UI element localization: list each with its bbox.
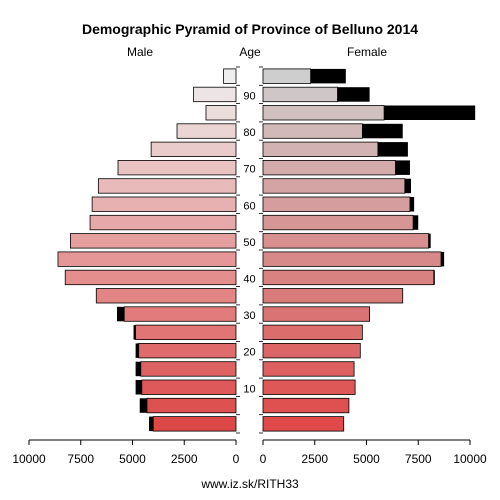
male-bar bbox=[141, 379, 237, 395]
male-bar bbox=[146, 397, 237, 414]
female-axis-tick-label: 2500 bbox=[301, 452, 328, 466]
female-excess-bar bbox=[384, 105, 476, 120]
female-bar bbox=[262, 306, 371, 322]
female-bar bbox=[262, 361, 355, 377]
male-bar bbox=[70, 233, 237, 249]
female-bar bbox=[262, 86, 338, 103]
female-header: Female bbox=[347, 45, 387, 59]
male-axis-tick-label: 0 bbox=[233, 452, 240, 466]
female-axis-tick-label: 5000 bbox=[353, 452, 380, 466]
female-bar bbox=[262, 141, 379, 158]
female-bar bbox=[262, 251, 442, 267]
female-bar bbox=[262, 397, 350, 414]
male-bar bbox=[205, 105, 237, 121]
age-tick-label: 50 bbox=[243, 237, 255, 249]
male-axis-tick-label: 10000 bbox=[12, 452, 46, 466]
female-bar bbox=[262, 288, 404, 304]
female-excess-bar bbox=[377, 142, 408, 157]
female-bar bbox=[262, 342, 361, 359]
male-excess-bar bbox=[135, 380, 142, 395]
x-axis-female: 0 2500 5000 7500 10000 bbox=[260, 439, 487, 466]
female-bar bbox=[262, 196, 411, 212]
female-bar bbox=[262, 416, 345, 432]
male-axis-tick-label: 5000 bbox=[119, 452, 146, 466]
male-bar bbox=[123, 306, 237, 322]
female-bar bbox=[262, 178, 406, 194]
male-excess-bar bbox=[135, 343, 139, 358]
female-bar bbox=[262, 159, 396, 176]
female-excess-bar bbox=[395, 160, 410, 175]
female-bar bbox=[262, 379, 356, 395]
age-tick-label: 30 bbox=[243, 310, 255, 322]
male-excess-bar bbox=[133, 325, 136, 340]
male-bar bbox=[138, 342, 237, 359]
male-bar bbox=[152, 416, 237, 432]
male-bar bbox=[89, 214, 237, 231]
female-excess-bar bbox=[404, 178, 412, 194]
female-excess-bar bbox=[337, 87, 370, 102]
female-bar bbox=[262, 123, 363, 139]
male-bar bbox=[223, 68, 237, 84]
female-bar bbox=[262, 324, 363, 341]
age-tick-label: 90 bbox=[243, 90, 255, 102]
female-bar bbox=[262, 233, 430, 249]
age-header: Age bbox=[239, 45, 261, 59]
female-axis-tick-label: 10000 bbox=[453, 452, 487, 466]
female-excess-bar bbox=[310, 68, 346, 84]
female-excess-bar bbox=[441, 251, 445, 267]
age-tick-label: 40 bbox=[243, 273, 255, 285]
male-bar bbox=[140, 361, 237, 377]
male-bar bbox=[91, 196, 237, 212]
male-excess-bar bbox=[135, 361, 141, 377]
female-excess-bar bbox=[409, 197, 415, 212]
footer-url: www.iz.sk/RITH33 bbox=[200, 477, 299, 491]
female-axis-tick-label: 0 bbox=[260, 452, 267, 466]
female-excess-bar bbox=[362, 123, 403, 139]
age-tick-label: 80 bbox=[243, 127, 255, 139]
x-axis-male: 0 2500 5000 7500 10000 bbox=[12, 439, 240, 466]
age-tick-label: 70 bbox=[243, 164, 255, 176]
female-bar bbox=[262, 68, 312, 84]
female-bar bbox=[262, 105, 385, 121]
age-tick-label: 10 bbox=[243, 383, 255, 395]
male-bar bbox=[64, 269, 237, 286]
female-bar bbox=[262, 269, 435, 286]
male-axis-tick-label: 2500 bbox=[171, 452, 198, 466]
male-bar bbox=[193, 86, 237, 103]
female-bars bbox=[262, 68, 476, 432]
female-bar bbox=[262, 214, 414, 231]
male-axis-tick-label: 7500 bbox=[67, 452, 94, 466]
female-axis-tick-label: 7500 bbox=[405, 452, 432, 466]
age-axis: 10 20 30 40 50 60 70 80 90 bbox=[236, 66, 263, 434]
male-bar bbox=[97, 178, 237, 194]
male-bar bbox=[95, 288, 237, 304]
male-bar bbox=[150, 141, 237, 158]
female-excess-bar bbox=[428, 233, 431, 249]
male-bar bbox=[117, 159, 237, 176]
male-header: Male bbox=[127, 45, 153, 59]
female-excess-bar bbox=[413, 215, 419, 230]
male-bar bbox=[57, 251, 237, 267]
male-bar bbox=[135, 324, 237, 341]
male-bars bbox=[57, 68, 237, 432]
age-tick-label: 20 bbox=[243, 347, 255, 359]
male-excess-bar bbox=[149, 416, 154, 432]
chart-title: Demographic Pyramid of Province of Bellu… bbox=[82, 21, 418, 37]
male-bar bbox=[176, 123, 237, 139]
female-excess-bar bbox=[433, 270, 435, 285]
male-excess-bar bbox=[139, 398, 147, 413]
age-tick-label: 60 bbox=[243, 200, 255, 212]
male-excess-bar bbox=[116, 306, 125, 322]
